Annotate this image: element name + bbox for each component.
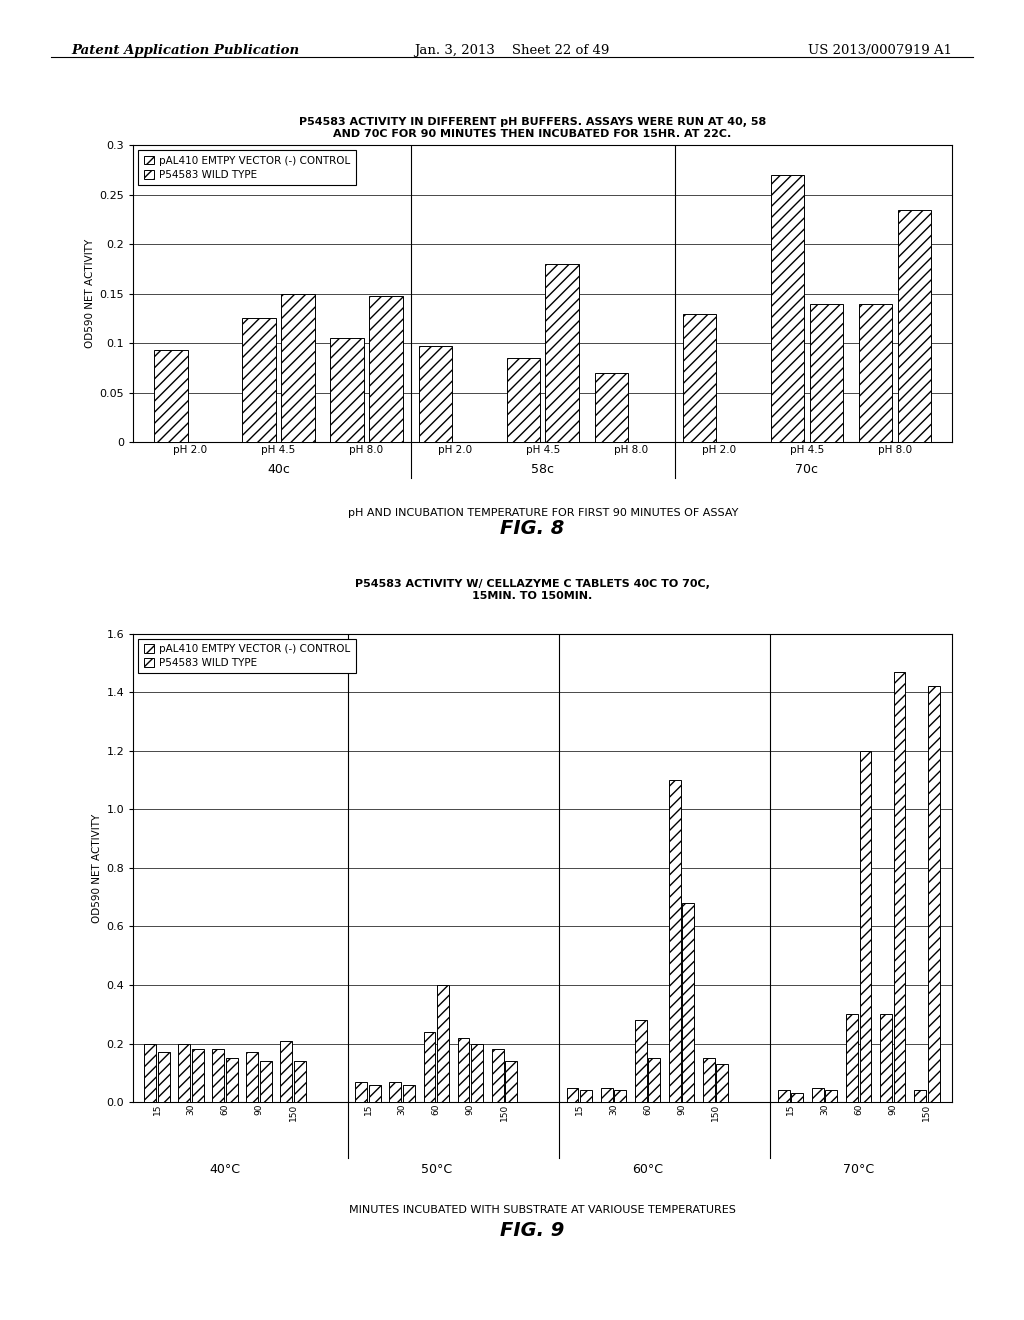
Text: US 2013/0007919 A1: US 2013/0007919 A1 [808,44,952,57]
Bar [635,1020,646,1102]
Bar [581,1090,592,1102]
Text: 40°C: 40°C [210,1163,241,1176]
Y-axis label: OD590 NET ACTIVITY: OD590 NET ACTIVITY [92,813,102,923]
Text: pH AND INCUBATION TEMPERATURE FOR FIRST 90 MINUTES OF ASSAY: pH AND INCUBATION TEMPERATURE FOR FIRST … [347,507,738,517]
Bar [424,1032,435,1102]
Text: MINUTES INCUBATED WITH SUBSTRATE AT VARIOUSE TEMPERATURES: MINUTES INCUBATED WITH SUBSTRATE AT VARI… [349,1205,736,1216]
Legend: pAL410 EMTPY VECTOR (-) CONTROL, P54583 WILD TYPE: pAL410 EMTPY VECTOR (-) CONTROL, P54583 … [138,150,355,185]
Bar [369,1085,381,1102]
Bar [389,1081,401,1102]
Bar [859,751,871,1102]
Bar [212,1049,224,1102]
Bar [859,304,893,442]
Text: P54583 ACTIVITY W/ CELLAZYME C TABLETS 40C TO 70C,
15MIN. TO 150MIN.: P54583 ACTIVITY W/ CELLAZYME C TABLETS 4… [355,579,710,601]
Bar [682,903,694,1102]
Bar [191,1049,204,1102]
Bar [894,672,905,1102]
Bar [281,1040,293,1102]
Text: 60°C: 60°C [632,1163,663,1176]
Bar [717,1064,728,1102]
Bar [458,1038,469,1102]
Bar [492,1049,504,1102]
Bar [846,1014,858,1102]
Bar [546,264,579,442]
Legend: pAL410 EMTPY VECTOR (-) CONTROL, P54583 WILD TYPE: pAL410 EMTPY VECTOR (-) CONTROL, P54583 … [138,639,355,673]
Bar [505,1061,517,1102]
Text: Jan. 3, 2013    Sheet 22 of 49: Jan. 3, 2013 Sheet 22 of 49 [415,44,609,57]
Bar [282,294,314,442]
Bar [914,1090,926,1102]
Bar [243,318,275,442]
Bar [178,1044,190,1102]
Text: 70c: 70c [796,463,818,477]
Bar [771,176,804,442]
Bar [355,1081,368,1102]
Bar [247,1052,258,1102]
Bar [331,338,364,442]
Bar [601,1088,612,1102]
Bar [566,1088,579,1102]
Bar [471,1044,483,1102]
Bar [144,1044,156,1102]
Bar [226,1059,238,1102]
Y-axis label: OD590 NET ACTIVITY: OD590 NET ACTIVITY [85,239,95,348]
Bar [778,1090,790,1102]
Text: FIG. 9: FIG. 9 [501,1221,564,1239]
Text: FIG. 8: FIG. 8 [501,519,564,537]
Bar [669,780,681,1102]
Bar [683,314,716,442]
Bar [437,985,450,1102]
Bar [595,372,628,442]
Bar [880,1014,892,1102]
Bar [614,1090,626,1102]
Text: Patent Application Publication: Patent Application Publication [72,44,300,57]
Bar [928,686,940,1102]
Bar [702,1059,715,1102]
Bar [792,1093,803,1102]
Bar [507,358,540,442]
Bar [155,350,187,442]
Bar [648,1059,660,1102]
Bar [419,346,452,442]
Text: 58c: 58c [531,463,554,477]
Bar [260,1061,272,1102]
Bar [403,1085,415,1102]
Text: P54583 ACTIVITY IN DIFFERENT pH BUFFERS. ASSAYS WERE RUN AT 40, 58
AND 70C FOR 9: P54583 ACTIVITY IN DIFFERENT pH BUFFERS.… [299,117,766,139]
Bar [294,1061,306,1102]
Text: 70°C: 70°C [843,1163,874,1176]
Bar [810,304,843,442]
Bar [812,1088,823,1102]
Text: 50°C: 50°C [421,1163,452,1176]
Bar [158,1052,170,1102]
Text: 40c: 40c [267,463,290,477]
Bar [370,296,402,442]
Bar [825,1090,838,1102]
Bar [898,210,931,442]
